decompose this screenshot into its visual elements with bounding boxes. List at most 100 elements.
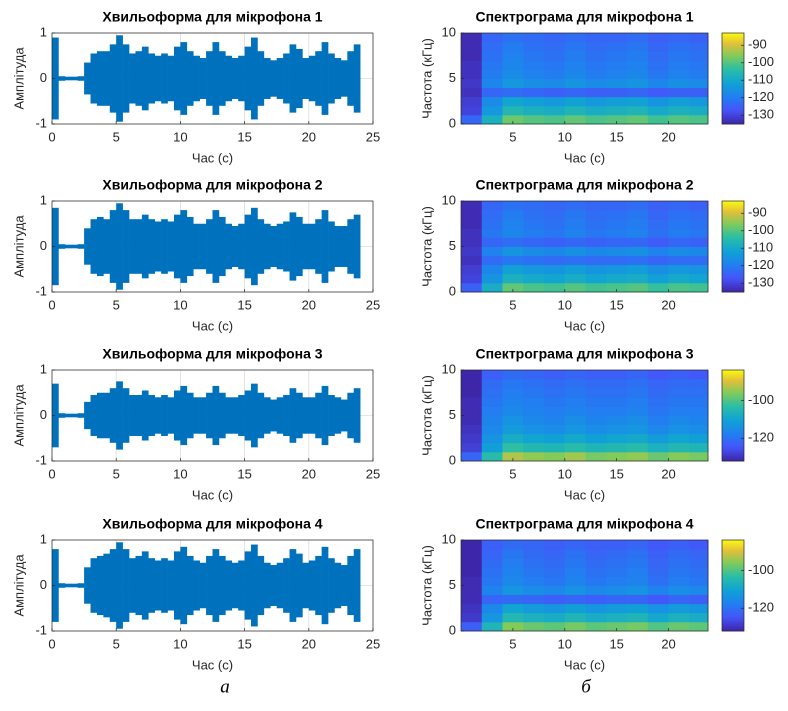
- waveform-envelope: [340, 565, 348, 606]
- waveform-envelope: [328, 395, 335, 436]
- heatmap-cell: [606, 255, 628, 266]
- heatmap-cell: [502, 594, 524, 605]
- heatmap-cell: [627, 585, 649, 595]
- chart-title: Хвильоформа для мікрофона 4: [102, 516, 322, 532]
- heatmap-cell: [544, 388, 566, 398]
- waveform-envelope: [141, 390, 149, 441]
- waveform-envelope: [347, 51, 355, 106]
- waveform-envelope: [257, 392, 265, 439]
- waveform-envelope: [334, 397, 342, 434]
- heatmap-cell: [461, 567, 483, 577]
- colorbar-segment: [722, 621, 744, 625]
- heatmap-cell: [606, 576, 628, 586]
- x-tick-label: 5: [113, 466, 120, 481]
- colorbar-segment: [722, 121, 744, 125]
- heatmap-cell: [585, 612, 607, 623]
- heatmap-cell: [481, 69, 503, 79]
- heatmap-cell: [502, 96, 524, 107]
- waveform-envelope: [334, 226, 342, 267]
- waveform-envelope: [135, 51, 143, 106]
- colorbar-segment: [722, 94, 744, 98]
- heatmap-cell: [502, 576, 524, 586]
- heatmap-cell: [481, 228, 503, 238]
- heatmap-cell: [689, 60, 709, 70]
- heatmap-cell: [647, 370, 669, 380]
- colorbar-segment: [722, 64, 744, 68]
- colorbar-segment: [722, 395, 744, 398]
- heatmap-cell: [523, 210, 545, 220]
- y-tick-label: 10: [442, 531, 456, 546]
- colorbar-segment: [722, 458, 744, 462]
- heatmap-cell: [606, 558, 628, 568]
- heatmap-cell: [585, 201, 607, 211]
- heatmap-cell: [544, 264, 566, 275]
- heatmap-cell: [523, 433, 545, 444]
- heatmap-cell: [606, 78, 628, 88]
- heatmap-cell: [481, 567, 503, 577]
- colorbar-segment: [722, 223, 744, 227]
- colorbar-segment: [722, 33, 744, 36]
- x-axis-label: Час (с): [564, 150, 605, 165]
- heatmap-cell: [502, 60, 524, 70]
- heatmap-cell: [523, 69, 545, 79]
- heatmap-cell: [585, 415, 607, 425]
- waveform-envelope: [58, 413, 66, 418]
- heatmap-cell: [481, 442, 503, 453]
- heatmap-cell: [481, 415, 503, 425]
- heatmap-cell: [647, 51, 669, 61]
- heatmap-cell: [564, 388, 586, 398]
- colorbar-segment: [722, 429, 744, 432]
- colorbar-tick-label: -120: [748, 430, 774, 445]
- waveform-envelope: [109, 210, 117, 283]
- heatmap-cell: [585, 388, 607, 398]
- x-tick-label: 15: [237, 129, 251, 144]
- waveform-envelope: [186, 555, 194, 616]
- heatmap-cell: [627, 87, 649, 98]
- heatmap-cell: [544, 433, 566, 444]
- heatmap-cell: [606, 51, 628, 61]
- heatmap-cell: [647, 594, 669, 605]
- heatmap-cell: [523, 442, 545, 453]
- waveform-envelope: [58, 244, 66, 249]
- heatmap-cell: [689, 264, 709, 275]
- heatmap-cell: [668, 603, 690, 614]
- heatmap-cell: [647, 558, 669, 568]
- heatmap-cell: [523, 264, 545, 275]
- heatmap-cell: [627, 255, 649, 266]
- heatmap-cell: [627, 370, 649, 380]
- colorbar-segment: [722, 214, 744, 218]
- waveform-envelope: [96, 555, 104, 616]
- heatmap-cell: [668, 51, 690, 61]
- waveform-envelope: [238, 55, 245, 102]
- x-tick-label: 0: [48, 297, 55, 312]
- colorbar-segment: [722, 420, 744, 423]
- heatmap-cell: [523, 451, 545, 462]
- waveform-envelope: [225, 397, 233, 434]
- heatmap-cell: [689, 51, 709, 61]
- colorbar-segment: [722, 392, 744, 396]
- heatmap-cell: [564, 210, 586, 220]
- y-axis-label: Частота (кГц): [419, 206, 434, 287]
- colorbar-segment: [722, 221, 744, 225]
- heatmap-cell: [481, 201, 503, 211]
- heatmap-cell: [564, 69, 586, 79]
- colorbar-segment: [722, 449, 744, 453]
- heatmap-cell: [523, 612, 545, 623]
- heatmap-cell: [606, 415, 628, 425]
- colorbar-segment: [722, 210, 744, 213]
- heatmap-cell: [481, 603, 503, 614]
- waveform-envelope: [167, 560, 175, 611]
- heatmap-cell: [627, 406, 649, 416]
- heatmap-cell: [523, 424, 545, 435]
- colorbar-segment: [722, 96, 744, 100]
- waveform-envelope: [353, 44, 361, 113]
- waveform-envelope: [52, 37, 59, 120]
- heatmap-cell: [523, 594, 545, 605]
- waveform-envelope: [353, 388, 361, 443]
- colorbar-segment: [722, 374, 744, 378]
- heatmap-cell: [647, 603, 669, 614]
- waveform-envelope: [340, 60, 348, 97]
- heatmap-cell: [461, 424, 483, 435]
- heatmap-cell: [627, 228, 649, 238]
